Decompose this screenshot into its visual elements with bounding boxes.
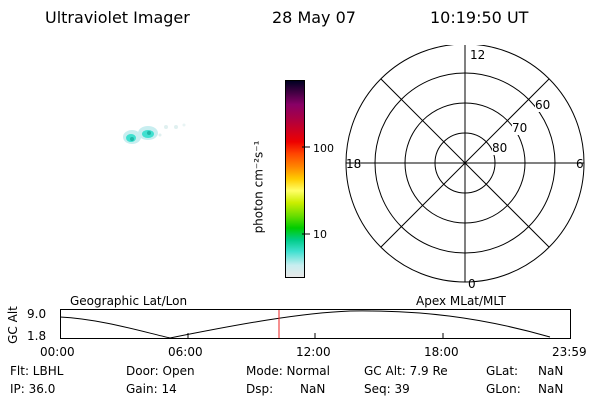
colorbar-tick-100: 100 [313,142,334,155]
orbit-timeline-plot [60,309,571,339]
dsp-value: NaN [300,382,326,396]
timeline-y-bottom: 1.8 [27,329,47,343]
colorbar-unit-label: photon cm⁻²s⁻¹ [251,140,266,234]
gcalt-info: GC Alt: 7.9 Re [364,364,448,378]
polar-label-6: 6 [576,157,584,171]
gain-info: Gain: 14 [126,382,177,396]
timeline-tick-1200: 12:00 [296,345,331,359]
mode-info: Mode: Normal [246,364,330,378]
door-info: Door: Open [126,364,195,378]
colorbar [285,80,305,278]
seq-info: Seq: 39 [364,382,410,396]
polar-diagonal-2 [380,78,550,248]
timeline-left-title: Geographic Lat/Lon [70,294,188,308]
dsp-label: Dsp: [246,382,274,396]
timeline-tick-1800: 18:00 [424,345,459,359]
polar-lat-60: 60 [535,98,551,112]
glat-label: GLat: [486,364,519,378]
polar-plot [345,45,585,283]
timeline-tick-2359: 23:59 [552,345,587,359]
timeline-tick-0000: 00:00 [40,345,75,359]
timeline-ylabel: GC Alt [5,306,20,344]
filter-info: Flt: LBHL [10,364,64,378]
polar-label-0: 0 [468,277,476,291]
colorbar-tick-10: 10 [313,228,327,241]
ip-info: IP: 36.0 [10,382,56,396]
timeline-y-top: 9.0 [27,307,47,321]
time-label: 10:19:50 UT [430,8,529,27]
instrument-title: Ultraviolet Imager [45,8,190,27]
aurora-image [123,123,186,144]
polar-label-12: 12 [470,48,486,62]
glat-value: NaN [538,364,564,378]
timeline-tick-0600: 06:00 [168,345,203,359]
polar-lat-70: 70 [512,121,528,135]
colorbar-ticks [302,146,310,235]
polar-label-18: 18 [346,157,362,171]
polar-lat-80: 80 [492,141,508,155]
date-label: 28 May 07 [272,8,356,27]
glon-label: GLon: [486,382,521,396]
orbit-altitude-curve [60,310,551,339]
timeline-right-title: Apex MLat/MLT [416,294,506,308]
colorbar-gradient [286,81,304,277]
glon-value: NaN [538,382,564,396]
